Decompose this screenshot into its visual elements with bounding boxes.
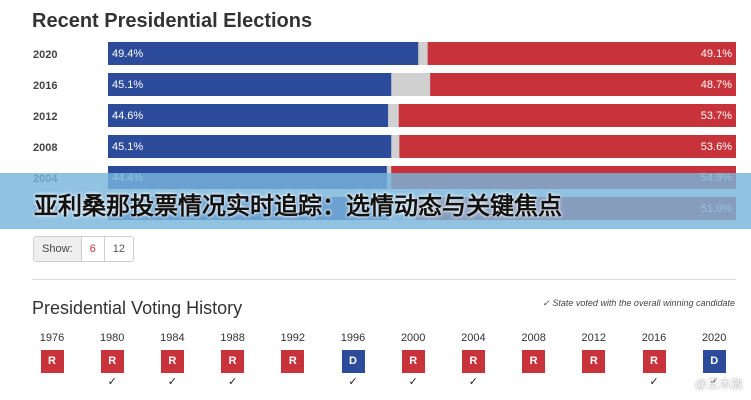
year-label: 2012 — [33, 111, 57, 123]
watermark: @王木放 — [694, 377, 743, 391]
history-year: 2016 — [641, 332, 667, 344]
history-year: 2000 — [400, 332, 426, 344]
party-badge: R — [582, 350, 606, 373]
dem-value-label: 44.6% — [112, 110, 143, 122]
checkmark-icon — [273, 375, 313, 389]
history-year: 1980 — [99, 332, 125, 344]
history-year: 2012 — [581, 332, 607, 344]
checkmark-icon: ✓ — [107, 376, 117, 388]
history-item: 2000 R ✓ — [393, 332, 433, 389]
party-badge: R — [281, 350, 305, 373]
history-year: 1988 — [220, 332, 245, 344]
party-badge: R — [40, 350, 64, 373]
headline-text: 亚利桑那投票情况实时追踪：选情动态与关键焦点 — [34, 193, 562, 220]
year-label: 2008 — [33, 142, 57, 154]
history-item: 1984 R ✓ — [152, 332, 192, 389]
headline-banner — [0, 173, 751, 229]
party-badge: R — [642, 350, 666, 373]
checkmark-icon: ✓ — [167, 376, 177, 388]
show-label: Show: — [34, 237, 82, 261]
history-year: 1976 — [39, 332, 65, 344]
history-title: Presidential Voting History — [32, 298, 243, 318]
party-badge: D — [341, 350, 365, 373]
dem-bar — [108, 104, 389, 127]
rep-bar — [427, 42, 736, 65]
history-item: 2016 R ✓ — [634, 332, 674, 389]
history-year: 2020 — [701, 332, 727, 344]
party-badge: D — [702, 350, 726, 373]
show-toggle: Show: 6 12 — [33, 236, 134, 262]
checkmark-icon: ✓ — [408, 376, 418, 388]
rep-bar — [398, 104, 736, 127]
checkmark-icon — [514, 375, 554, 389]
history-item: 2020 D ✓ — [694, 332, 734, 389]
history-item: 1992 R — [273, 332, 313, 389]
history-item: 1980 R ✓ — [92, 332, 132, 389]
year-label: 2016 — [33, 80, 57, 92]
history-item: 2012 R — [574, 332, 614, 389]
year-label: 2020 — [33, 49, 57, 61]
history-item: 2004 R ✓ — [453, 332, 493, 389]
checkmark-icon — [32, 375, 72, 389]
history-item: 2008 R — [514, 332, 554, 389]
checkmark-icon: ✓ — [709, 376, 719, 388]
dem-bar — [108, 135, 392, 158]
dem-value-label: 49.4% — [112, 48, 143, 60]
party-badge: R — [160, 350, 184, 373]
history-item: 1988 R ✓ — [213, 332, 253, 389]
history-year: 2004 — [461, 332, 486, 344]
rep-value-label: 48.7% — [701, 79, 732, 91]
checkmark-icon — [574, 375, 614, 389]
checkmark-icon: ✓ — [649, 376, 659, 388]
history-year: 2008 — [521, 332, 546, 344]
rep-value-label: 53.7% — [701, 110, 732, 122]
history-year: 1996 — [340, 332, 366, 344]
rep-value-label: 49.1% — [701, 48, 732, 60]
party-badge: R — [221, 350, 245, 373]
rep-value-label: 53.6% — [701, 141, 732, 153]
history-note: ✓ State voted with the overall winning c… — [542, 298, 735, 308]
show-option-6[interactable]: 6 — [82, 237, 105, 261]
checkmark-icon: ✓ — [348, 376, 358, 388]
section-divider — [32, 279, 736, 280]
chart-title: Recent Presidential Elections — [32, 10, 313, 32]
party-badge: R — [522, 350, 546, 373]
dem-bar — [108, 42, 419, 65]
rep-bar — [399, 135, 736, 158]
history-item: 1996 D ✓ — [333, 332, 373, 389]
dem-value-label: 45.1% — [112, 79, 143, 91]
checkmark-icon: ✓ — [468, 376, 478, 388]
rep-bar — [430, 73, 736, 96]
party-badge: R — [401, 350, 425, 373]
party-badge: R — [461, 350, 485, 373]
checkmark-icon: ✓ — [227, 376, 238, 388]
voting-history-row: 1976 R 1980 R ✓ 1984 R ✓ 1988 R ✓ 1992 R 1996 D ✓ 2000 R ✓… — [0, 332, 751, 392]
dem-value-label: 45.1% — [112, 141, 143, 153]
dem-bar — [108, 73, 392, 96]
party-badge: R — [100, 350, 124, 373]
history-year: 1984 — [160, 332, 185, 344]
show-option-12[interactable]: 12 — [112, 243, 125, 255]
history-item: 1976 R — [32, 332, 72, 389]
history-year: 1992 — [280, 332, 306, 344]
